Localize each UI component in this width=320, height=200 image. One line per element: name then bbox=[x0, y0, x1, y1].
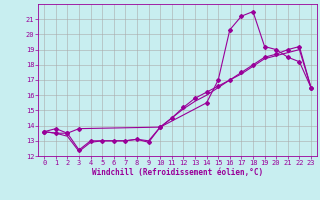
X-axis label: Windchill (Refroidissement éolien,°C): Windchill (Refroidissement éolien,°C) bbox=[92, 168, 263, 177]
